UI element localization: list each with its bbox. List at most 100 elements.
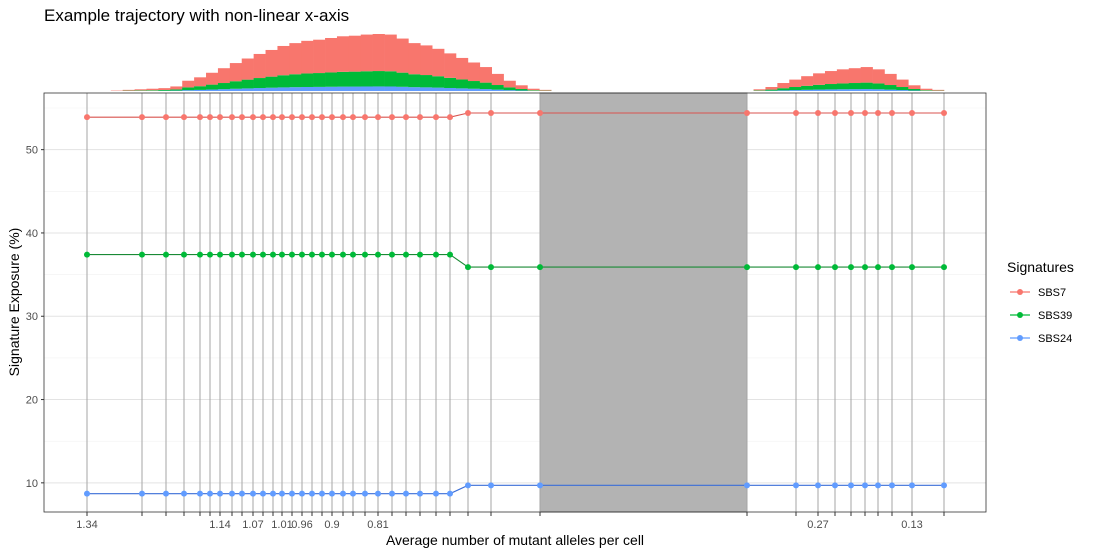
point-sbs24 (815, 482, 821, 489)
histogram-bar (313, 86, 326, 91)
histogram-bar (860, 89, 873, 91)
histogram-bar (777, 88, 790, 91)
point-sbs24 (433, 490, 439, 497)
point-sbs39 (340, 251, 346, 258)
point-sbs24 (875, 482, 881, 489)
point-sbs24 (375, 490, 381, 497)
histogram-bar (396, 86, 409, 91)
point-sbs24 (744, 482, 750, 489)
histogram-bar (444, 77, 457, 88)
point-sbs24 (447, 490, 453, 497)
histogram-bar (313, 73, 326, 87)
point-sbs39 (862, 264, 868, 271)
point-sbs7 (815, 109, 821, 116)
point-sbs39 (941, 264, 947, 271)
point-sbs39 (84, 251, 90, 258)
histogram-bar (336, 86, 350, 91)
point-sbs7 (350, 114, 356, 121)
histogram-bar (253, 88, 266, 91)
histogram-bar (194, 77, 207, 87)
histogram-bar (408, 87, 421, 91)
histogram-bar (824, 84, 838, 90)
point-sbs39 (375, 251, 381, 258)
histogram-bar (455, 57, 469, 80)
point-sbs24 (329, 490, 335, 497)
histogram-bar (872, 83, 885, 90)
point-sbs39 (815, 264, 821, 271)
point-sbs39 (350, 251, 356, 258)
histogram-bar (491, 73, 504, 86)
series-line-sbs39 (87, 254, 944, 268)
series-line-sbs24 (87, 484, 944, 495)
point-sbs7 (793, 109, 799, 116)
histogram-bar (396, 72, 409, 87)
histogram-bar (467, 88, 481, 91)
point-sbs39 (537, 264, 543, 271)
point-sbs24 (848, 482, 854, 489)
point-sbs7 (403, 114, 409, 121)
point-sbs7 (417, 114, 423, 121)
legend-label-sbs39: SBS39 (1038, 310, 1072, 322)
point-sbs39 (465, 264, 471, 271)
plot-panel-border (43, 92, 987, 513)
histogram-bar (753, 89, 766, 91)
point-sbs39 (403, 251, 409, 258)
histogram-bar (860, 82, 873, 90)
point-sbs7 (299, 114, 305, 121)
point-sbs7 (270, 114, 276, 121)
histogram-bar (229, 63, 243, 82)
point-sbs39 (197, 251, 203, 258)
point-sbs24 (250, 490, 256, 497)
histogram-bar (277, 87, 290, 91)
point-sbs39 (289, 251, 295, 258)
histogram-bar (265, 76, 278, 88)
histogram-bar (313, 39, 326, 74)
histogram-bar (515, 85, 528, 90)
point-sbs7 (239, 114, 245, 121)
point-sbs24 (229, 490, 235, 497)
x-tick-label: 0.9 (324, 519, 339, 531)
legend: Signatures SBS7 SBS39 SBS24 (1007, 259, 1074, 345)
histogram-bar (229, 88, 243, 91)
chart-title: Example trajectory with non-linear x-axi… (44, 6, 349, 25)
histogram-bar (241, 79, 254, 89)
point-sbs39 (270, 251, 276, 258)
histogram-bar (170, 86, 183, 90)
histogram-bar (789, 87, 802, 91)
x-tick-label: 0.81 (367, 519, 388, 531)
point-sbs7 (329, 114, 335, 121)
histogram-bar (348, 86, 362, 91)
point-sbs24 (139, 490, 145, 497)
point-sbs7 (260, 114, 266, 121)
point-sbs39 (329, 251, 335, 258)
point-sbs24 (362, 490, 368, 497)
legend-label-sbs24: SBS24 (1038, 333, 1072, 345)
histogram-bar (896, 87, 909, 91)
x-tick-label: 1.07 (242, 519, 263, 531)
point-sbs24 (163, 490, 169, 497)
point-sbs7 (207, 114, 213, 121)
point-sbs7 (181, 114, 187, 121)
histogram-bar (277, 75, 290, 88)
histogram-bar (503, 80, 516, 88)
point-sbs39 (889, 264, 895, 271)
point-sbs39 (319, 251, 325, 258)
histogram-bar (420, 45, 433, 76)
histogram-bar (491, 89, 504, 91)
histogram-bar (872, 89, 885, 91)
point-sbs7 (488, 109, 494, 116)
point-sbs39 (207, 251, 213, 258)
histogram-bar (527, 90, 540, 91)
point-sbs7 (909, 109, 915, 116)
histogram-bar (158, 88, 171, 91)
histogram-bar (253, 53, 266, 79)
point-sbs39 (793, 264, 799, 271)
point-sbs24 (289, 490, 295, 497)
point-sbs24 (465, 482, 471, 489)
point-sbs7 (250, 114, 256, 121)
histogram-bar (813, 73, 826, 85)
point-sbs39 (875, 264, 881, 271)
histogram-bar (479, 82, 492, 90)
histogram-bar (289, 43, 302, 75)
